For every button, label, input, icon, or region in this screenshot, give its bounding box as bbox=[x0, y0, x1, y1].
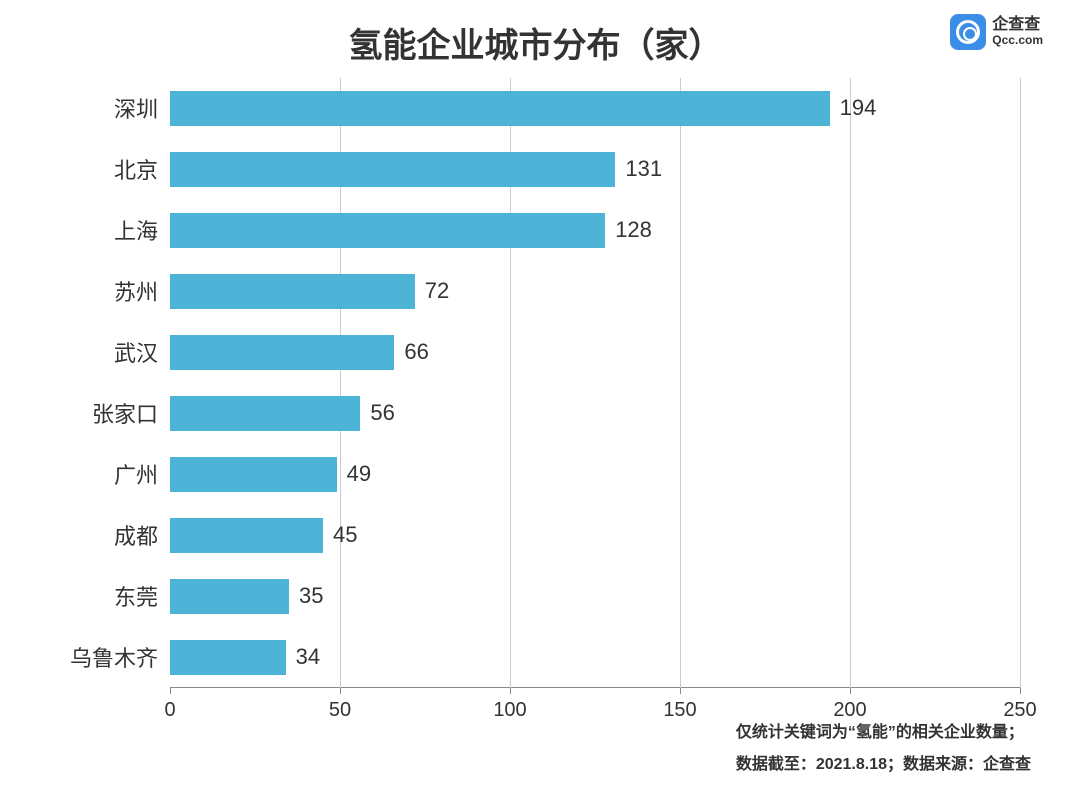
plot-area: 050100150200250深圳194北京131上海128苏州72武汉66张家… bbox=[170, 78, 1020, 688]
x-tick bbox=[1020, 688, 1021, 694]
bar bbox=[170, 579, 289, 614]
chart-footnotes: 仅统计关键词为“氢能”的相关企业数量； 数据截至：2021.8.18；数据来源：… bbox=[736, 717, 1031, 781]
bar bbox=[170, 91, 830, 126]
gridline bbox=[1020, 78, 1021, 688]
x-axis bbox=[170, 687, 1020, 688]
bar-row: 张家口56 bbox=[170, 396, 1020, 431]
bar-value-label: 49 bbox=[347, 461, 371, 487]
bar-row: 成都45 bbox=[170, 518, 1020, 553]
category-label: 乌鲁木齐 bbox=[70, 641, 170, 673]
bar-row: 北京131 bbox=[170, 152, 1020, 187]
bar-row: 上海128 bbox=[170, 213, 1020, 248]
x-tick-label: 100 bbox=[493, 699, 526, 722]
brand-logo-text: 企查查 Qcc.com bbox=[992, 17, 1043, 46]
category-label: 张家口 bbox=[92, 397, 170, 429]
brand-name-cn: 企查查 bbox=[992, 17, 1043, 34]
bar bbox=[170, 213, 605, 248]
x-tick bbox=[680, 688, 681, 694]
bar bbox=[170, 152, 615, 187]
footnote-line-1: 仅统计关键词为“氢能”的相关企业数量； bbox=[736, 717, 1031, 749]
category-label: 武汉 bbox=[114, 336, 170, 368]
category-label: 东莞 bbox=[114, 580, 170, 612]
bar bbox=[170, 518, 323, 553]
x-tick bbox=[850, 688, 851, 694]
bar-value-label: 194 bbox=[840, 95, 877, 121]
bar-value-label: 45 bbox=[333, 522, 357, 548]
x-tick-label: 50 bbox=[329, 699, 351, 722]
bar-row: 乌鲁木齐34 bbox=[170, 640, 1020, 675]
bar-row: 东莞35 bbox=[170, 579, 1020, 614]
x-tick bbox=[170, 688, 171, 694]
bar bbox=[170, 640, 286, 675]
category-label: 广州 bbox=[114, 458, 170, 490]
category-label: 上海 bbox=[114, 214, 170, 246]
bar-value-label: 35 bbox=[299, 583, 323, 609]
chart-title: 氢能企业城市分布（家） bbox=[0, 18, 1071, 67]
category-label: 成都 bbox=[114, 519, 170, 551]
bar-row: 深圳194 bbox=[170, 91, 1020, 126]
bar-value-label: 72 bbox=[425, 278, 449, 304]
bar bbox=[170, 274, 415, 309]
brand-logo: 企查查 Qcc.com bbox=[950, 14, 1043, 50]
bar-value-label: 56 bbox=[370, 400, 394, 426]
bar-value-label: 128 bbox=[615, 217, 652, 243]
footnote-line-2: 数据截至：2021.8.18；数据来源：企查查 bbox=[736, 749, 1031, 781]
bar-value-label: 131 bbox=[625, 156, 662, 182]
bar-value-label: 66 bbox=[404, 339, 428, 365]
bar-row: 苏州72 bbox=[170, 274, 1020, 309]
category-label: 北京 bbox=[114, 153, 170, 185]
bar-row: 广州49 bbox=[170, 457, 1020, 492]
chart-container: 氢能企业城市分布（家） 企查查 Qcc.com 050100150200250深… bbox=[0, 0, 1071, 803]
bar-value-label: 34 bbox=[296, 644, 320, 670]
bar-row: 武汉66 bbox=[170, 335, 1020, 370]
bar bbox=[170, 457, 337, 492]
x-tick bbox=[510, 688, 511, 694]
x-tick-label: 0 bbox=[164, 699, 175, 722]
category-label: 苏州 bbox=[114, 275, 170, 307]
bar bbox=[170, 396, 360, 431]
category-label: 深圳 bbox=[114, 92, 170, 124]
x-tick bbox=[340, 688, 341, 694]
brand-name-en: Qcc.com bbox=[992, 34, 1043, 47]
qcc-logo-icon bbox=[950, 14, 986, 50]
x-tick-label: 150 bbox=[663, 699, 696, 722]
bar bbox=[170, 335, 394, 370]
